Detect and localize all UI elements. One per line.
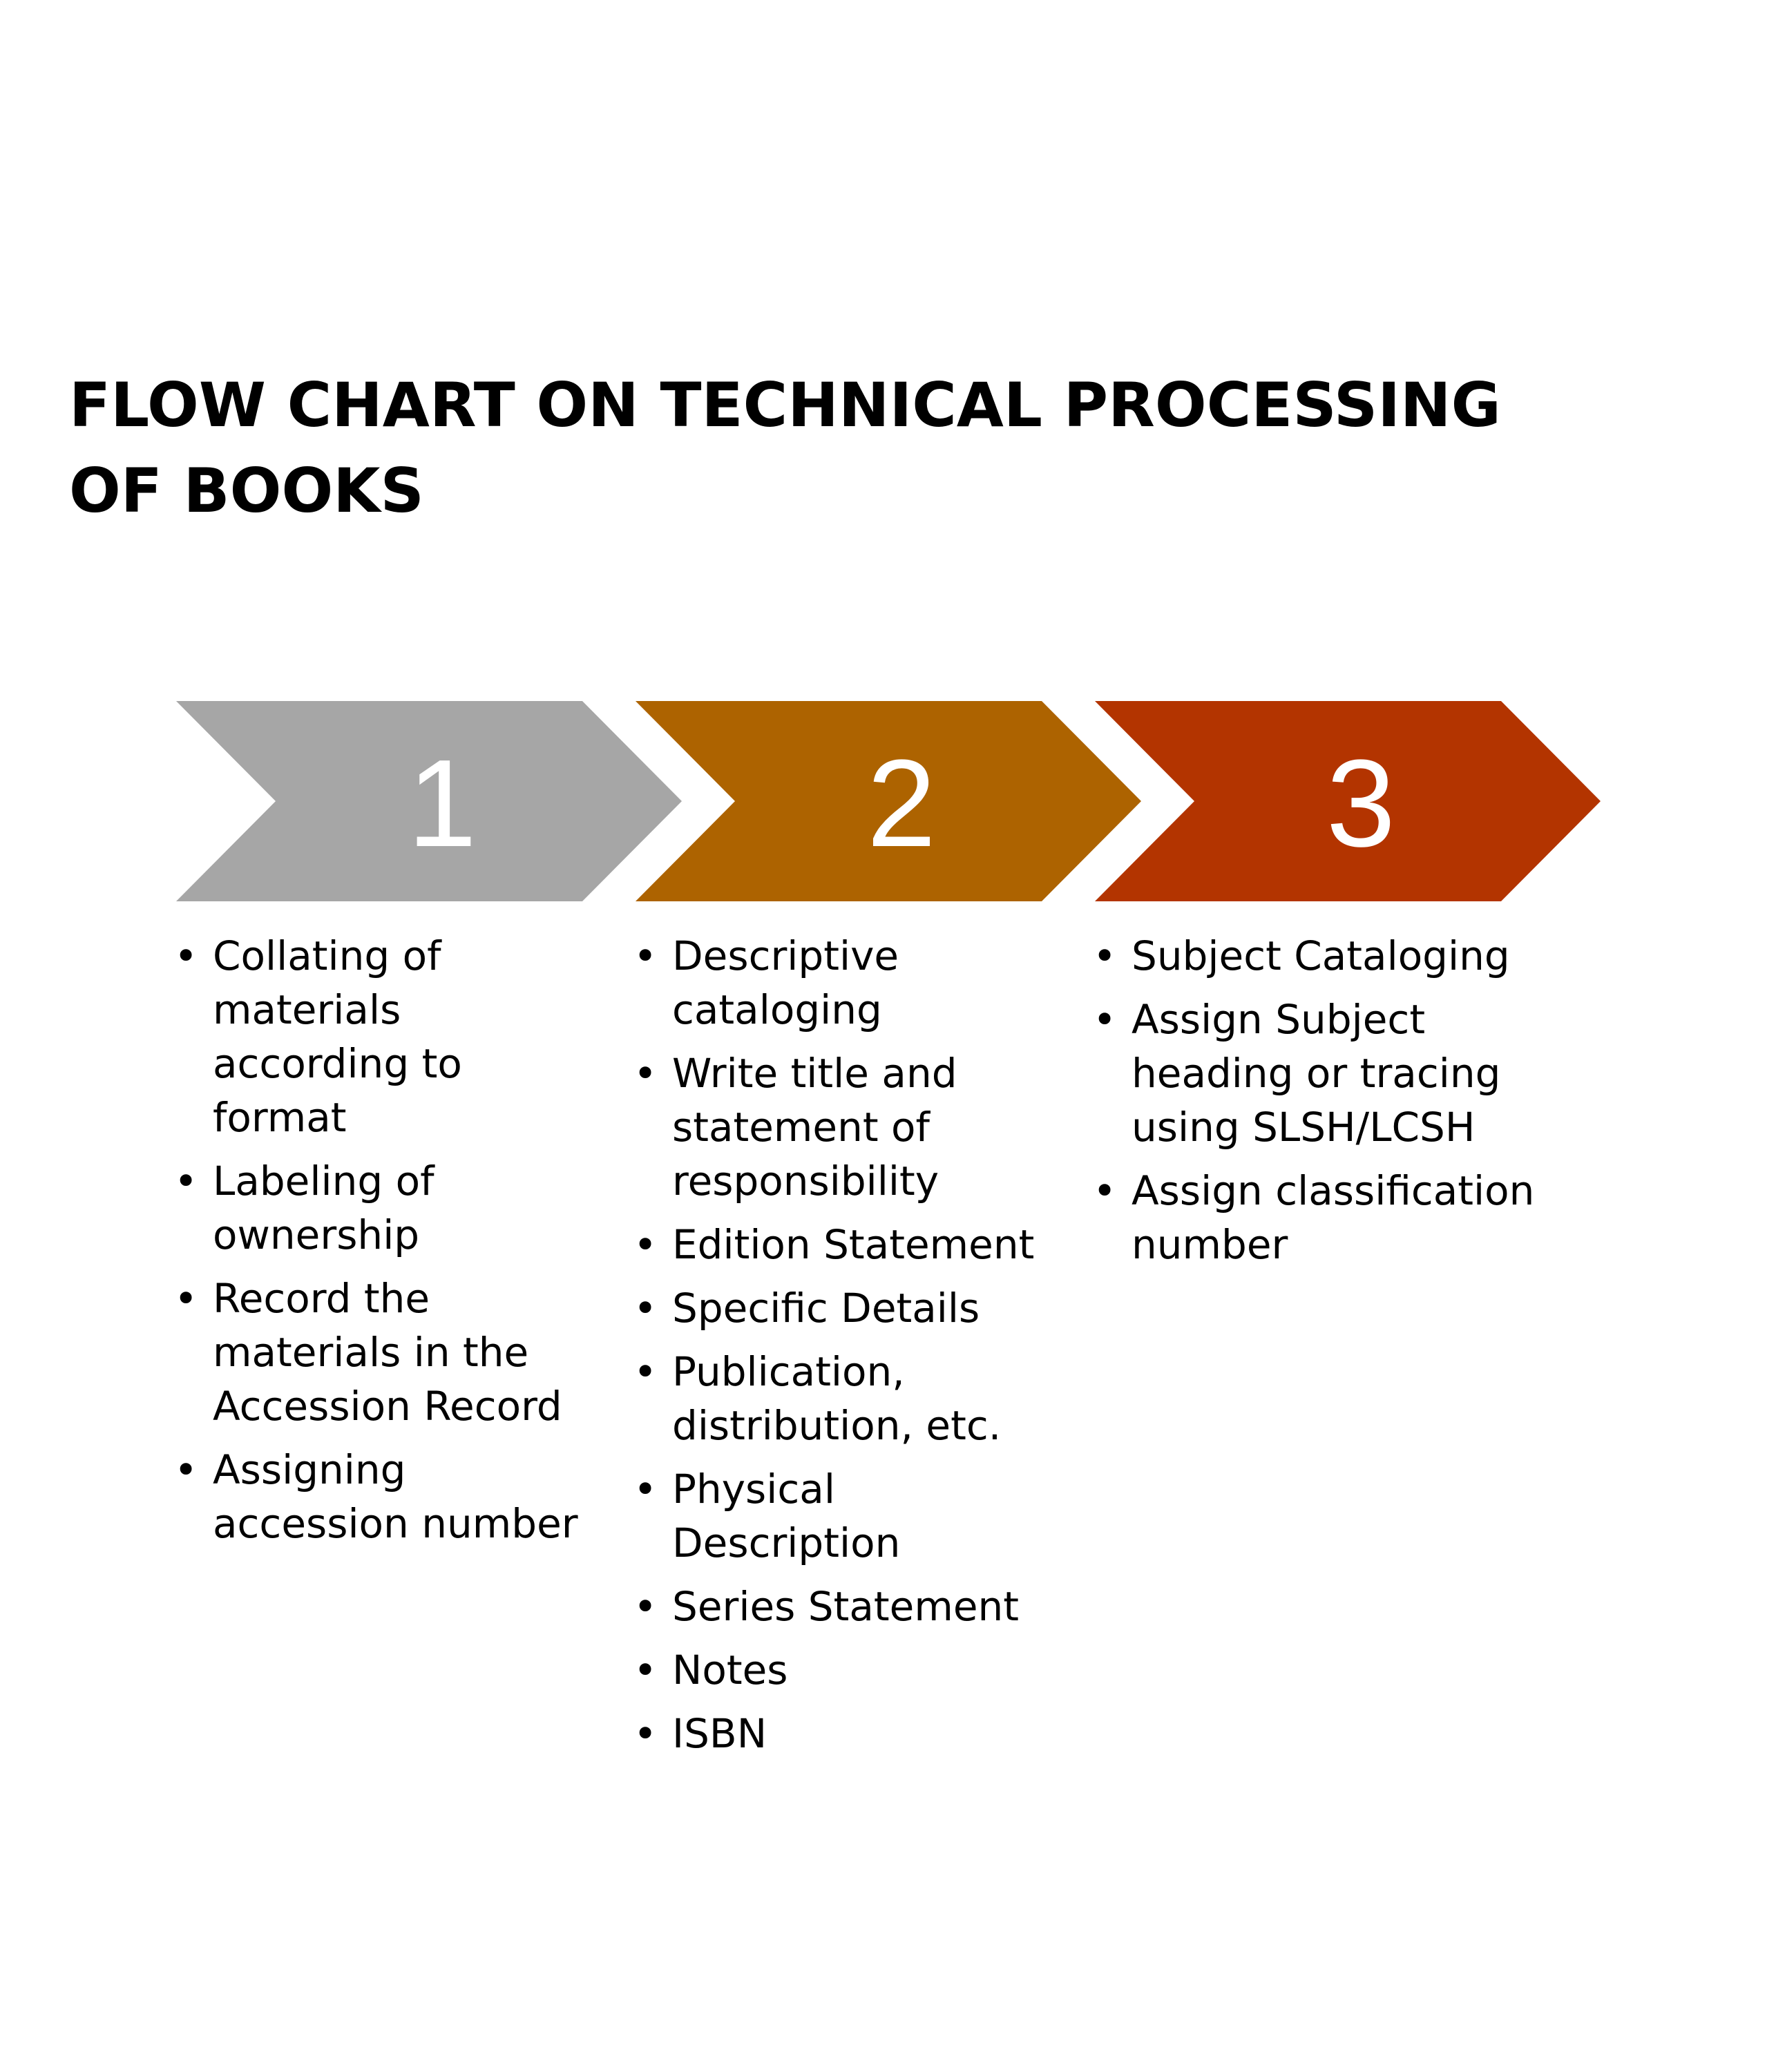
- step-2-number: 2: [867, 734, 936, 873]
- step-2-item-text: Descriptive cataloging: [672, 932, 899, 1033]
- step-1-item-text: Collating of materials according to form…: [213, 932, 462, 1141]
- bullet-icon: •: [633, 1647, 658, 1694]
- step-3-item-text: Assign Subject heading or tracing using …: [1132, 996, 1501, 1151]
- step-1-item: • Labeling of ownership: [174, 1154, 589, 1262]
- step-3-number: 3: [1326, 734, 1395, 873]
- bullet-icon: •: [1093, 996, 1117, 1043]
- step-1-item-text: Record the materials in the Accession Re…: [213, 1275, 562, 1430]
- step-2-item-text: ISBN: [672, 1710, 767, 1757]
- step-3-list: • Subject Cataloging • Assign Subject headi…: [1093, 929, 1542, 1272]
- step-2-item: • Series Statement: [633, 1580, 1048, 1633]
- bullet-icon: •: [633, 1285, 658, 1332]
- step-2-item: • Edition Statement: [633, 1218, 1048, 1272]
- step-2-chevron: [636, 701, 1141, 901]
- bullet-icon: •: [1093, 1167, 1117, 1214]
- step-1-list: • Collating of materials according to for…: [174, 929, 589, 1551]
- step-3-chevron: [1095, 701, 1601, 901]
- step-2-item: • Specific Details: [633, 1281, 1048, 1335]
- step-3-item: • Assign Subject heading or tracing using…: [1093, 992, 1542, 1154]
- bullet-icon: •: [174, 1158, 198, 1205]
- step-1-item: • Assigning accession number: [174, 1443, 589, 1551]
- step-2-item-text: Notes: [672, 1647, 788, 1694]
- bullet-icon: •: [633, 1466, 658, 1513]
- step-2-item: • Publication, distribution, etc.: [633, 1345, 1048, 1452]
- step-2-item-text: Series Statement: [672, 1583, 1020, 1630]
- bullet-icon: •: [633, 932, 658, 979]
- step-1-item: • Collating of materials according to for…: [174, 929, 589, 1144]
- step-3-item-text: Subject Cataloging: [1132, 932, 1510, 979]
- step-2-details: • Descriptive cataloging • Write title and …: [633, 929, 1048, 1770]
- step-1-item-text: Labeling of ownership: [213, 1158, 435, 1258]
- step-2-item: • Descriptive cataloging: [633, 929, 1048, 1037]
- bullet-icon: •: [633, 1583, 658, 1630]
- step-2-item: • Notes: [633, 1643, 1048, 1697]
- step-2-item: • Write title and statement of responsibi…: [633, 1046, 1048, 1208]
- step-3-item: • Assign classification number: [1093, 1164, 1542, 1272]
- page-title: FLOW CHART ON TECHNICAL PROCESSING OF BO…: [69, 370, 1501, 526]
- step-1-details: • Collating of materials according to for…: [174, 929, 589, 1560]
- step-3-item-text: Assign classification number: [1132, 1167, 1535, 1268]
- step-1-item-text: Assigning accession number: [213, 1446, 578, 1547]
- step-2-item-text: Specific Details: [672, 1285, 980, 1332]
- step-2-item-text: Write title and statement of responsibil…: [672, 1050, 957, 1205]
- bullet-icon: •: [633, 1348, 658, 1395]
- bullet-icon: •: [1093, 932, 1117, 979]
- step-2-list: • Descriptive cataloging • Write title and …: [633, 929, 1048, 1761]
- step-2-item-text: Physical Description: [672, 1466, 901, 1566]
- bullet-icon: •: [633, 1050, 658, 1097]
- step-1-item: • Record the materials in the Accession R…: [174, 1272, 589, 1433]
- step-2-item: • Physical Description: [633, 1462, 1048, 1570]
- step-3-item: • Subject Cataloging: [1093, 929, 1542, 983]
- bullet-icon: •: [633, 1710, 658, 1757]
- bullet-icon: •: [174, 932, 198, 979]
- bullet-icon: •: [174, 1275, 198, 1322]
- step-2-item-text: Publication, distribution, etc.: [672, 1348, 1002, 1449]
- step-2-item: • ISBN: [633, 1707, 1048, 1761]
- step-2-item-text: Edition Statement: [672, 1221, 1035, 1268]
- step-1-chevron: [176, 701, 682, 901]
- bullet-icon: •: [633, 1221, 658, 1268]
- step-3-details: • Subject Cataloging • Assign Subject headi…: [1093, 929, 1542, 1281]
- step-1-number: 1: [408, 734, 477, 873]
- bullet-icon: •: [174, 1446, 198, 1493]
